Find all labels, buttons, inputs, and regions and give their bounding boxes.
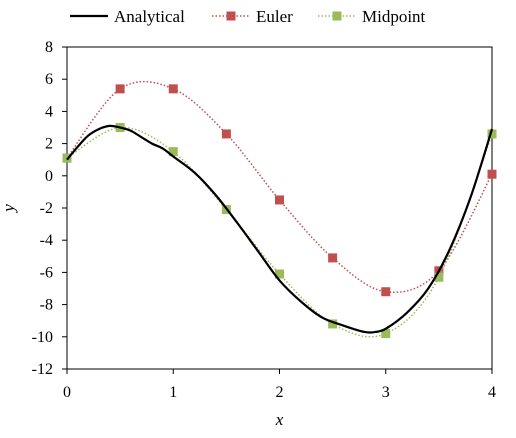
y-tick-label: -8 — [40, 297, 53, 314]
legend-entry-analytical: Analytical — [70, 7, 185, 26]
data-point-midpoint — [168, 147, 178, 157]
legend-marker — [332, 11, 342, 21]
x-axis-label: x — [275, 410, 284, 429]
x-tick-label: 3 — [382, 384, 390, 401]
legend-entry-midpoint: Midpoint — [318, 7, 426, 26]
x-axis: 0 1 2 3 4 — [63, 369, 496, 401]
series-analytical — [66, 124, 494, 334]
series-midpoint — [62, 123, 497, 339]
y-tick-label: 4 — [45, 103, 53, 120]
y-tick-label: 2 — [45, 136, 53, 153]
y-axis-label: y — [0, 204, 18, 214]
x-tick-label: 4 — [488, 384, 496, 401]
data-point-midpoint — [381, 329, 391, 339]
legend-label: Midpoint — [362, 7, 426, 26]
y-tick-label: -2 — [40, 200, 53, 217]
x-tick-label: 2 — [276, 384, 284, 401]
legend: Analytical Euler Midpoint — [70, 7, 426, 26]
y-tick-label: -6 — [40, 264, 53, 281]
y-tick-label: 8 — [45, 39, 53, 56]
series-euler — [62, 80, 497, 297]
data-point-midpoint — [275, 269, 284, 279]
data-point-euler — [115, 84, 125, 94]
series-layer — [62, 80, 497, 339]
data-point-midpoint — [434, 272, 444, 282]
series-line-analytical — [66, 124, 494, 334]
data-point-euler — [328, 253, 338, 263]
y-axis: 8 6 4 2 0 -2 -4 -6 -8 -10 -12 — [32, 39, 67, 378]
x-tick-label: 0 — [63, 384, 71, 401]
data-point-euler — [381, 287, 391, 297]
series-line-euler — [66, 80, 493, 293]
y-tick-label: -4 — [40, 232, 53, 249]
legend-marker — [226, 11, 236, 21]
y-tick-label: 6 — [45, 71, 53, 88]
legend-label: Analytical — [114, 7, 185, 26]
x-tick-label: 1 — [169, 384, 177, 401]
data-point-euler — [168, 84, 178, 94]
legend-label: Euler — [256, 7, 293, 26]
data-point-euler — [221, 129, 231, 139]
data-point-midpoint — [328, 319, 338, 329]
data-point-euler — [275, 195, 284, 205]
series-line-midpoint — [66, 126, 493, 338]
legend-entry-euler: Euler — [212, 7, 293, 26]
y-tick-label: -12 — [32, 361, 53, 378]
y-tick-label: -10 — [32, 329, 53, 346]
y-tick-label: 0 — [45, 168, 53, 185]
data-point-midpoint — [487, 129, 497, 139]
plot-area — [66, 46, 493, 370]
data-point-euler — [487, 169, 497, 179]
